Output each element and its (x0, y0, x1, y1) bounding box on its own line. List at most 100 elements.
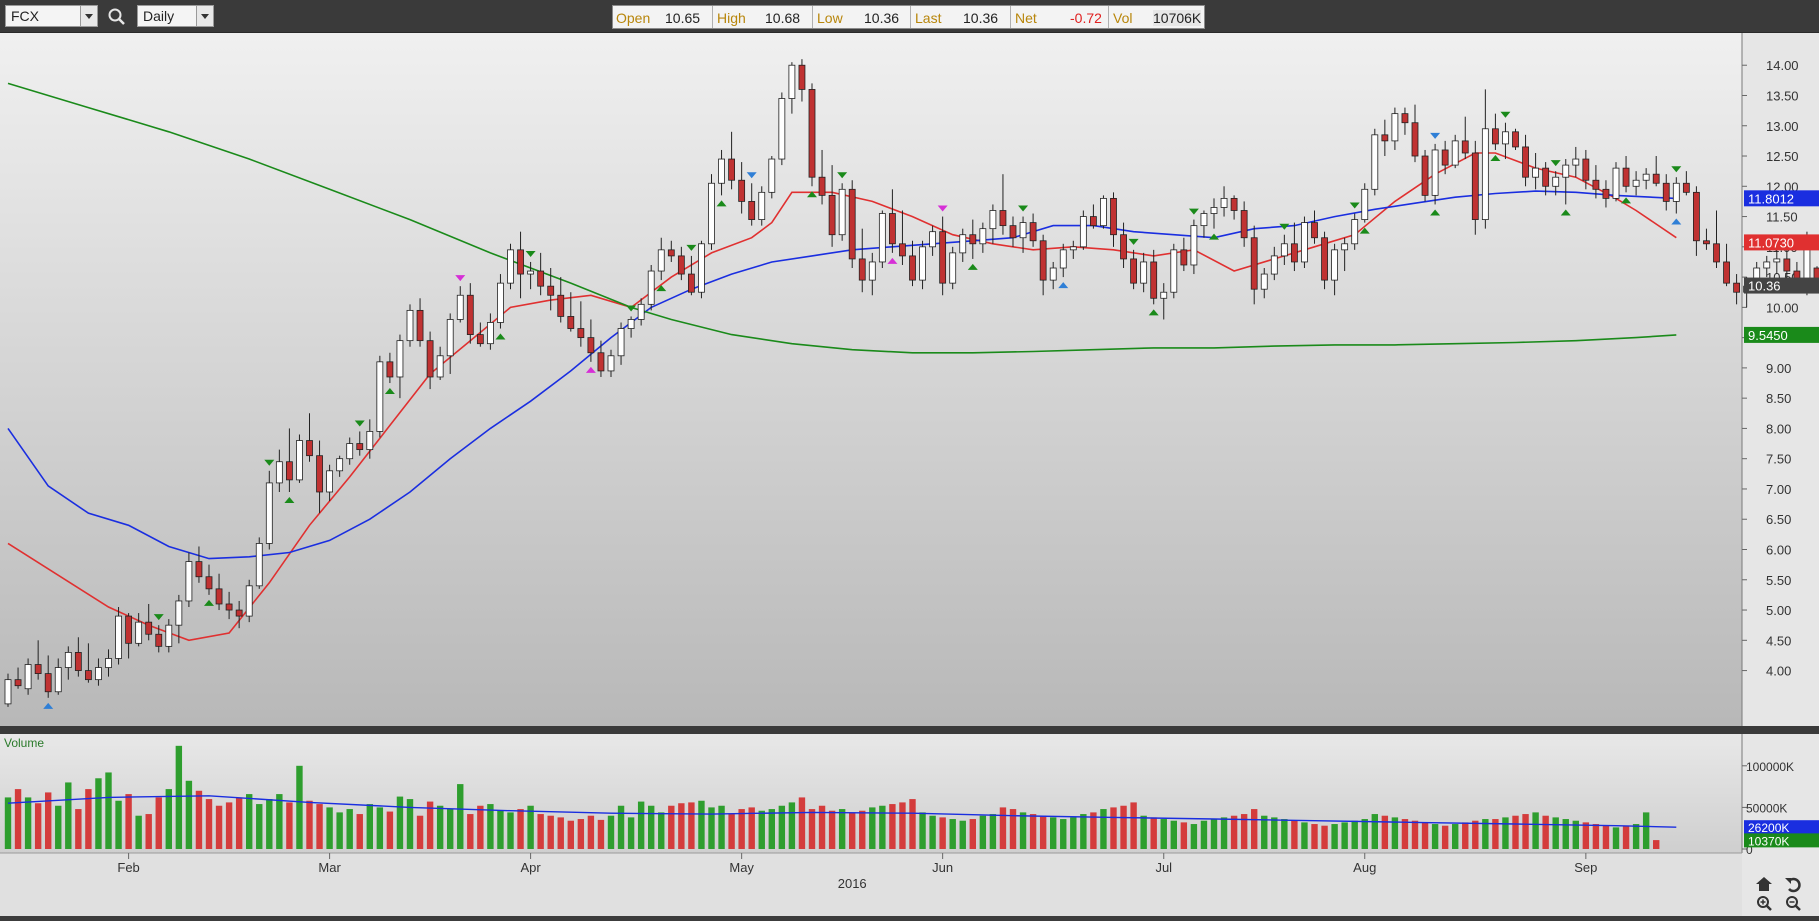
candle-body (1622, 167, 1630, 187)
symbol-input[interactable]: FCX (5, 5, 98, 27)
volume-bar (1441, 825, 1449, 849)
candle (1059, 243, 1067, 278)
pane-divider[interactable] (0, 726, 1819, 734)
candle-body (306, 440, 313, 457)
candle (1612, 162, 1620, 202)
volume-bar (1502, 817, 1509, 849)
volume-bar (416, 815, 424, 849)
time-tick-label: Aug (1353, 860, 1376, 875)
signal-marker (1148, 309, 1159, 316)
volume-bar (34, 803, 42, 849)
volume-bar (1492, 819, 1499, 849)
candle (1019, 216, 1027, 253)
signal-marker (1671, 166, 1682, 173)
ma-mid-line (7, 190, 1677, 560)
candle-body (1341, 243, 1349, 251)
candle (748, 183, 756, 226)
signal-marker (1621, 197, 1632, 204)
candle (677, 246, 685, 281)
candle-body (738, 179, 746, 202)
volume-bar (1039, 815, 1047, 849)
candle-body (1582, 158, 1590, 181)
volume-bar (205, 799, 213, 849)
candle (1733, 274, 1740, 305)
signal-marker (1430, 209, 1441, 216)
volume-bar (808, 809, 816, 849)
volume-bar (75, 809, 82, 849)
candle (225, 591, 233, 620)
volume-bar (527, 805, 534, 849)
open-label: Open (616, 10, 651, 26)
search-icon[interactable] (106, 6, 128, 28)
time-tick-label: Mar (318, 860, 341, 875)
candle (647, 264, 655, 311)
price-pane-background (0, 33, 1742, 726)
candle-body (728, 158, 735, 181)
candle-body (1783, 258, 1791, 272)
candle-body (4, 679, 12, 705)
candle-body (698, 243, 705, 293)
home-icon[interactable] (1756, 877, 1772, 891)
time-tick-label: Sep (1574, 860, 1597, 875)
price-tick-label: 7.50 (1766, 452, 1791, 467)
symbol-dropdown-button[interactable] (80, 6, 97, 26)
signal-marker (746, 172, 757, 179)
candle (758, 186, 766, 226)
volume-bar (899, 802, 906, 849)
candle (1341, 237, 1349, 272)
candle (1190, 219, 1198, 275)
volume-bar (577, 819, 585, 849)
volume-bar (1482, 819, 1489, 849)
candle-body (1763, 261, 1771, 269)
signal-marker (967, 263, 978, 270)
price-label-text: 9.5450 (1748, 328, 1788, 343)
candle (808, 83, 816, 187)
volume-bar (1220, 817, 1228, 849)
candle (1552, 171, 1560, 196)
candle (64, 646, 72, 680)
signal-marker (656, 285, 667, 292)
interval-select[interactable]: Daily (137, 5, 214, 27)
volume-bar (135, 815, 142, 849)
volume-bar (45, 792, 52, 849)
candle (95, 658, 102, 686)
candle (1461, 116, 1469, 160)
candle-body (245, 585, 253, 617)
candle (778, 92, 786, 166)
candle-body (1703, 240, 1710, 245)
volume-bar (939, 817, 946, 849)
candle (1170, 243, 1178, 299)
candle-body (205, 576, 213, 590)
price-label-text: 11.0730 (1748, 235, 1794, 250)
zoom-out-icon[interactable] (1786, 896, 1801, 911)
candle (245, 579, 253, 623)
price-label-text: 11.8012 (1748, 191, 1794, 206)
candle-body (949, 252, 957, 284)
price-chart[interactable]: 4.00 4.50 5.00 5.50 6.00 6.50 7.00 7.50 8.00 8.50… (0, 33, 1819, 916)
symbol-value: FCX (11, 8, 39, 24)
signal-marker (1500, 111, 1511, 118)
volume-bar (426, 801, 434, 849)
candle-body (1562, 164, 1570, 178)
signal-marker (1560, 209, 1571, 216)
candle (1039, 234, 1047, 296)
zoom-in-icon[interactable] (1757, 896, 1772, 911)
quote-bar: Open 10.65 High 10.68 Low 10.36 Last 10.… (612, 5, 1205, 29)
candle-body (889, 213, 896, 245)
candle-body (155, 633, 163, 647)
volume-bar (547, 815, 554, 849)
candle (949, 246, 957, 290)
last-label: Last (915, 10, 942, 26)
volume-bar (798, 797, 806, 849)
candle-body (1502, 131, 1509, 145)
volume-bar (567, 820, 574, 849)
candle (1652, 156, 1660, 187)
candle-body (1321, 237, 1328, 281)
interval-dropdown-button[interactable] (196, 6, 213, 26)
candle-body (34, 664, 42, 674)
candle-body (376, 361, 384, 432)
candle (1321, 231, 1328, 290)
candle (1180, 237, 1188, 272)
volume-bar (1230, 815, 1238, 849)
undo-icon[interactable] (1785, 877, 1801, 893)
